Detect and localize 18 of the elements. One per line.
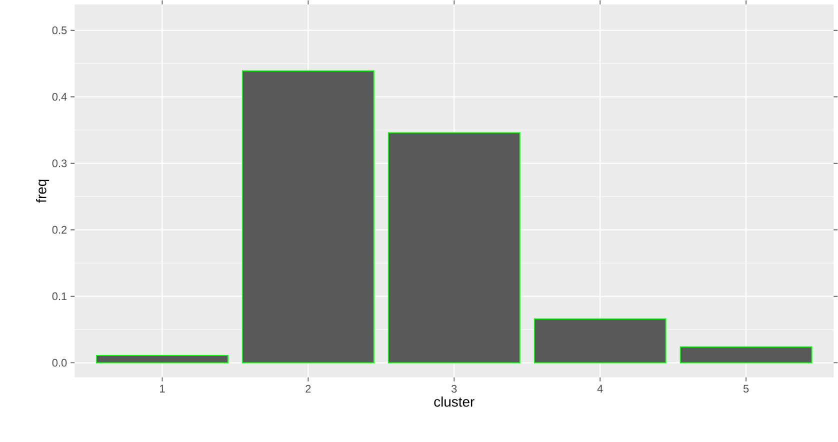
x-tick-label: 4 (597, 384, 603, 392)
x-tick-label: 2 (306, 384, 311, 393)
y-tick-label: 0.4 (52, 92, 67, 101)
x-axis-title: cluster (434, 396, 474, 407)
y-tick-label: 0.1 (52, 292, 67, 300)
y-tick-label: 0.0 (52, 358, 67, 367)
bar (534, 318, 666, 364)
y-tick-label: 0.2 (52, 226, 67, 234)
bar (388, 132, 520, 364)
x-tick-label: 5 (743, 384, 749, 393)
y-axis-title: freq (36, 180, 50, 203)
x-tick-label: 3 (452, 384, 457, 393)
bar (242, 70, 374, 364)
bar (680, 346, 812, 364)
x-tick-label: 1 (160, 384, 165, 392)
y-tick-label: 0.5 (52, 26, 67, 34)
y-tick-label: 0.3 (52, 159, 67, 168)
bar (96, 354, 228, 364)
